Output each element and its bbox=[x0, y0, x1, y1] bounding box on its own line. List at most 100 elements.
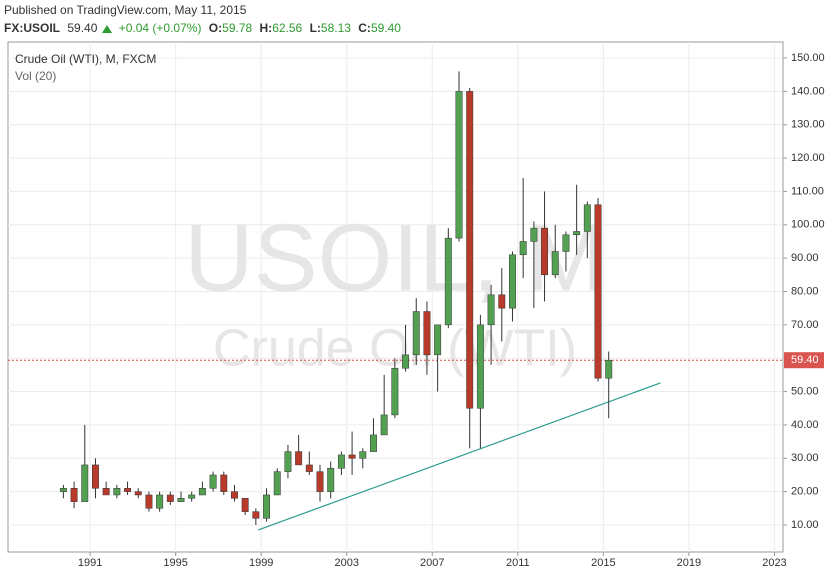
candle-body bbox=[380, 414, 388, 436]
candle-body bbox=[134, 491, 142, 496]
candle-body bbox=[530, 227, 538, 242]
y-tick-label: 150.00 bbox=[791, 52, 825, 64]
symbol-line: FX:USOIL 59.40 +0.04 (+0.07%) O:59.78 H:… bbox=[4, 21, 401, 35]
y-tick-label: 20.00 bbox=[791, 486, 819, 498]
candle-body bbox=[573, 231, 581, 236]
candle-body bbox=[370, 434, 377, 452]
x-tick-label: 2011 bbox=[506, 557, 530, 569]
last-price-label: 59.40 bbox=[791, 354, 819, 366]
y-tick-label: 90.00 bbox=[791, 252, 819, 264]
plot-area: 10.0020.0030.0040.0050.0060.0070.0080.00… bbox=[7, 41, 825, 569]
candle-body bbox=[551, 251, 559, 276]
candle-body bbox=[498, 294, 506, 309]
candle-body bbox=[359, 451, 367, 459]
y-tick-label: 40.00 bbox=[791, 419, 819, 431]
candle-body bbox=[455, 91, 463, 239]
candle-body bbox=[241, 498, 249, 512]
candle-body bbox=[209, 474, 217, 489]
chart-subtitle: Vol (20) bbox=[15, 69, 56, 83]
ohlc-label: O: bbox=[209, 21, 222, 35]
candle-body bbox=[92, 464, 99, 489]
watermark: USOIL, M bbox=[184, 204, 605, 311]
candle-body bbox=[273, 471, 281, 496]
candle-body bbox=[509, 254, 516, 309]
candle-body bbox=[145, 494, 153, 509]
candle-body bbox=[594, 204, 602, 379]
candle-body bbox=[198, 488, 206, 496]
ohlc-label: L: bbox=[310, 21, 321, 35]
candle-body bbox=[316, 471, 324, 492]
y-tick-label: 50.00 bbox=[791, 385, 819, 397]
candle-body bbox=[81, 464, 89, 502]
candle-body bbox=[284, 451, 292, 472]
candle-body bbox=[583, 204, 591, 232]
ohlc-value: 59.40 bbox=[371, 21, 401, 35]
chart-title: Crude Oil (WTI), M, FXCM bbox=[15, 52, 156, 66]
y-tick-label: 140.00 bbox=[791, 85, 825, 97]
candle-body bbox=[487, 294, 495, 326]
candle-body bbox=[166, 494, 174, 502]
ohlc-value: 59.78 bbox=[222, 21, 252, 35]
trendline bbox=[258, 382, 661, 531]
candle-body bbox=[156, 494, 164, 509]
y-tick-label: 120.00 bbox=[791, 152, 825, 164]
change: +0.04 (+0.07%) bbox=[119, 21, 202, 35]
candle-body bbox=[295, 451, 303, 466]
candle-body bbox=[252, 511, 260, 519]
candle-body bbox=[177, 498, 185, 502]
ohlc-value: 62.56 bbox=[272, 21, 302, 35]
candle-body bbox=[541, 227, 549, 276]
last-price-tag bbox=[784, 352, 824, 369]
candle-body bbox=[188, 494, 196, 499]
x-tick-label: 1999 bbox=[249, 557, 273, 569]
x-tick-label: 1991 bbox=[78, 557, 102, 569]
x-tick-label: 2003 bbox=[334, 557, 358, 569]
ohlc-label: H: bbox=[260, 21, 273, 35]
candle-body bbox=[59, 488, 67, 492]
y-tick-label: 30.00 bbox=[791, 452, 819, 464]
up-arrow bbox=[102, 25, 112, 33]
x-tick-label: 2015 bbox=[591, 557, 615, 569]
candle-body bbox=[305, 464, 313, 472]
published-note: Published on TradingView.com, May 11, 20… bbox=[4, 3, 247, 17]
y-tick-label: 110.00 bbox=[791, 185, 824, 197]
y-tick-label: 100.00 bbox=[791, 219, 825, 231]
candle-body bbox=[263, 494, 271, 519]
y-tick-label: 130.00 bbox=[791, 119, 825, 131]
candle-body bbox=[113, 488, 121, 496]
candle-body bbox=[70, 488, 78, 502]
candle-body bbox=[102, 488, 110, 496]
plot-frame bbox=[7, 41, 784, 553]
candle-body bbox=[562, 234, 570, 252]
last: 59.40 bbox=[67, 21, 97, 35]
candle-body bbox=[124, 488, 132, 492]
candle-body bbox=[466, 91, 474, 409]
x-tick-label: 2023 bbox=[762, 557, 786, 569]
x-tick-label: 2007 bbox=[420, 557, 444, 569]
ohlc-label: C: bbox=[358, 21, 371, 35]
candle-body bbox=[444, 237, 452, 326]
candle-body bbox=[412, 311, 420, 356]
candle-body bbox=[423, 311, 431, 356]
y-tick-label: 80.00 bbox=[791, 285, 819, 297]
candle-body bbox=[231, 491, 238, 499]
candle-body bbox=[348, 454, 356, 459]
y-tick-label: 70.00 bbox=[791, 319, 819, 331]
candle-body bbox=[434, 324, 442, 356]
candle-body bbox=[220, 474, 228, 492]
ohlc-value: 58.13 bbox=[321, 21, 351, 35]
x-tick-label: 2019 bbox=[677, 557, 701, 569]
candle-body bbox=[519, 241, 527, 256]
candle-body bbox=[327, 468, 335, 492]
candle-body bbox=[391, 367, 399, 416]
symbol: FX:USOIL bbox=[4, 21, 60, 35]
x-tick-label: 1995 bbox=[163, 557, 187, 569]
candle-body bbox=[402, 354, 410, 369]
candle-body bbox=[605, 359, 613, 379]
candle-body bbox=[337, 454, 345, 469]
y-tick-label: 10.00 bbox=[791, 519, 819, 531]
candle-body bbox=[476, 324, 484, 409]
